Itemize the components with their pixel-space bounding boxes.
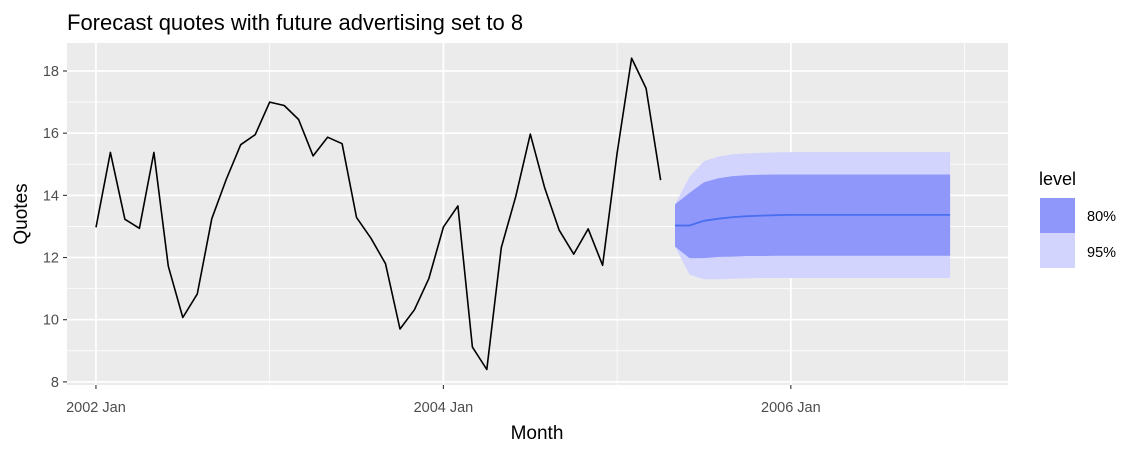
grid-minor: [67, 43, 1008, 385]
x-tick-label: 2002 Jan: [66, 400, 126, 416]
x-tick-label: 2006 Jan: [761, 400, 821, 416]
y-axis-title: Quotes: [11, 183, 32, 244]
y-tick-label: 12: [43, 251, 59, 267]
y-tick-label: 10: [43, 313, 59, 329]
forecast-mean-line: [675, 214, 951, 227]
legend-key-80: [1040, 198, 1075, 233]
y-tick-label: 18: [43, 64, 59, 80]
legend-title: level: [1039, 169, 1076, 189]
x-axis-title: Month: [511, 423, 564, 444]
history-points: [95, 58, 661, 370]
x-axis: 2002 Jan 2004 Jan 2006 Jan: [66, 385, 821, 416]
y-axis: 8 10 12 14 16 18: [43, 64, 67, 391]
history-line: [95, 57, 662, 371]
x-tick-label: 2004 Jan: [414, 400, 474, 416]
chart-title: Forecast quotes with future advertising …: [67, 10, 523, 35]
legend-key-95: [1040, 233, 1075, 268]
y-tick-label: 14: [43, 188, 59, 204]
legend-label-80: 80%: [1087, 209, 1116, 225]
legend: level 80% 95%: [1039, 169, 1116, 268]
y-tick-label: 16: [43, 126, 59, 142]
forecast-points: [674, 214, 951, 226]
legend-label-95: 95%: [1087, 245, 1116, 261]
y-tick-label: 8: [51, 375, 59, 391]
prediction-interval-80: [675, 174, 951, 259]
